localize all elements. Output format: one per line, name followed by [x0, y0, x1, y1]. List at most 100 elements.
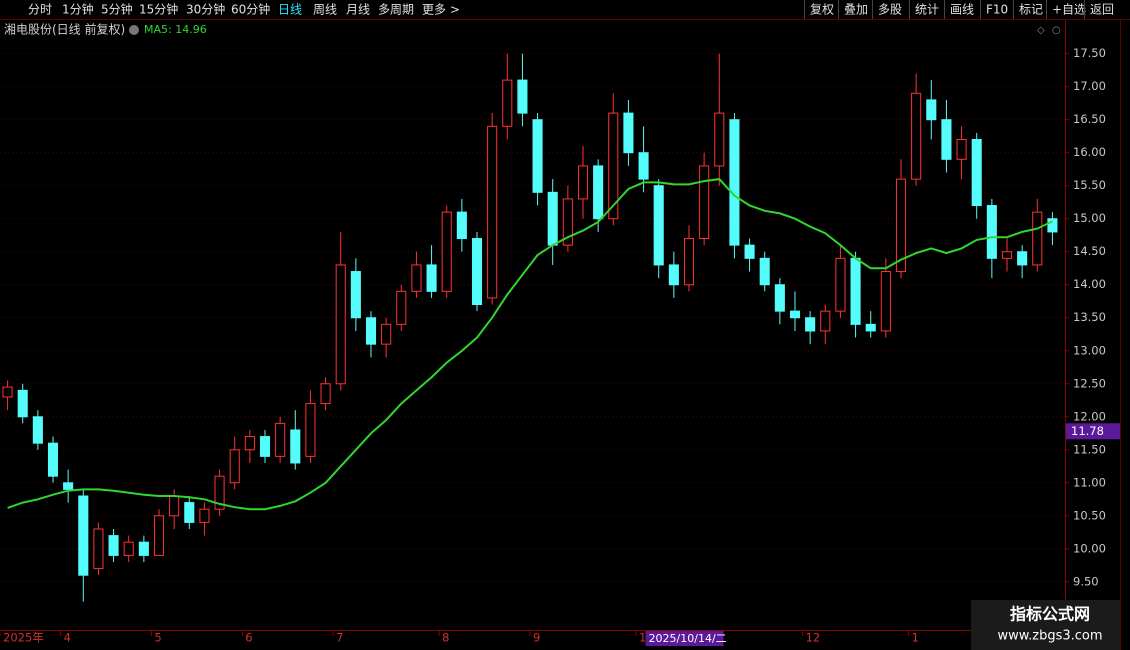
y-tick-label: 11.50	[1073, 442, 1106, 456]
x-tick-label: 8	[442, 631, 449, 645]
candle-body	[926, 99, 937, 121]
y-tick-label: 12.00	[1073, 409, 1106, 423]
y-tick-label: 9.50	[1073, 574, 1099, 588]
candle-body	[789, 310, 801, 319]
candle-body	[350, 271, 361, 319]
chart-title: 湘电股份(日线 前复权)	[4, 22, 125, 37]
candle-body	[593, 165, 604, 220]
candle-body	[895, 178, 907, 273]
candle-body	[320, 383, 331, 405]
circle-icon[interactable]: ○	[1052, 25, 1061, 36]
candle-body	[547, 191, 558, 246]
toolbar-tab[interactable]: 更多 >	[422, 3, 460, 17]
candle-body	[699, 165, 710, 240]
x-tick-label: 12	[806, 631, 821, 645]
cursor-label-box	[645, 631, 724, 646]
toolbar-tab[interactable]: 多周期	[378, 3, 414, 17]
toolbar-button[interactable]: F10	[986, 3, 1008, 17]
candle-body	[441, 211, 452, 292]
candle-body	[426, 264, 437, 292]
candle-body	[335, 264, 346, 385]
toolbar-button[interactable]: 多股	[878, 3, 902, 17]
plot	[0, 53, 1065, 602]
toolbar-button[interactable]: +自选	[1052, 3, 1086, 17]
y-tick-label: 10.50	[1073, 508, 1106, 522]
toolbar-tab[interactable]: 1分钟	[62, 2, 94, 17]
toolbar-button[interactable]: 复权	[810, 3, 834, 17]
candle-body	[502, 79, 513, 127]
candle-body	[1001, 251, 1013, 259]
watermark-box	[971, 600, 1120, 650]
toolbar-button[interactable]: 叠加	[844, 3, 868, 17]
candle-body	[532, 119, 543, 193]
toolbar-button[interactable]: 标记	[1019, 3, 1043, 17]
ma-line	[7, 178, 1053, 511]
y-tick-label: 13.00	[1073, 343, 1106, 357]
x-tick-label: 4	[64, 631, 71, 645]
toolbar-tab[interactable]: 30分钟	[186, 2, 225, 17]
candle-body	[32, 416, 43, 444]
candle-body	[668, 264, 679, 286]
candle-body	[744, 244, 755, 259]
toolbar-tab[interactable]: 15分钟	[139, 2, 178, 17]
candle-body	[411, 264, 422, 292]
candle-body	[623, 112, 634, 154]
candle-body	[214, 475, 225, 510]
toolbar-tab[interactable]: 60分钟	[231, 2, 270, 17]
y-tick-label: 10.00	[1073, 541, 1106, 555]
candle-body	[653, 185, 664, 266]
y-tick-label: 17.50	[1073, 46, 1106, 60]
toolbar-button[interactable]: 统计	[915, 3, 939, 17]
candle-body	[714, 112, 725, 167]
y-tick-label: 12.50	[1073, 376, 1106, 390]
candle-body	[290, 429, 301, 464]
y-tick-label: 14.50	[1073, 244, 1106, 258]
toolbar-tab[interactable]: 5分钟	[101, 2, 133, 17]
candle-body	[805, 317, 816, 332]
x-tick-label: 9	[533, 631, 540, 645]
toolbar-tab[interactable]: 周线	[313, 3, 337, 17]
candle-body	[396, 290, 407, 325]
candle-body	[835, 257, 846, 312]
candle-body	[562, 198, 573, 246]
candle-body	[941, 119, 952, 160]
candle-body	[911, 92, 922, 180]
candle-body	[956, 139, 967, 160]
candle-body	[487, 125, 498, 299]
watermark-title: 指标公式网	[1010, 605, 1090, 624]
toolbar-button[interactable]: 返回	[1090, 3, 1114, 17]
candle-body	[971, 139, 982, 207]
toolbar-button[interactable]: 画线	[950, 3, 974, 17]
ma-label: MA5: 14.96	[144, 23, 207, 36]
candle-body	[1017, 251, 1028, 266]
candle-body	[638, 152, 649, 180]
candle-body	[683, 238, 695, 286]
y-tick-label: 14.00	[1073, 277, 1106, 291]
candle-body	[365, 317, 377, 345]
settings-icon[interactable]	[129, 25, 139, 35]
toolbar-tab[interactable]: 月线	[346, 3, 370, 17]
x-tick-label: 5	[154, 631, 161, 645]
toolbar-tab[interactable]: 日线	[278, 3, 302, 17]
x-tick-label: 7	[336, 631, 343, 645]
candle-body	[63, 482, 74, 490]
candle-body	[78, 495, 89, 576]
candle-body	[199, 508, 210, 523]
candle-body	[986, 205, 997, 259]
candle-body	[17, 389, 28, 418]
candle-body	[820, 310, 831, 332]
x-tick-label: 6	[245, 631, 252, 645]
candle-body	[259, 436, 271, 457]
price-label: 11.78	[1071, 424, 1104, 438]
candle-body	[456, 211, 467, 240]
y-tick-label: 17.00	[1073, 79, 1106, 93]
candle-body	[1047, 218, 1058, 233]
toolbar-tab[interactable]: 分时	[28, 3, 52, 17]
candle-body	[774, 284, 785, 312]
diamond-icon[interactable]: ◇	[1037, 25, 1045, 36]
y-tick-label: 15.50	[1073, 178, 1106, 192]
